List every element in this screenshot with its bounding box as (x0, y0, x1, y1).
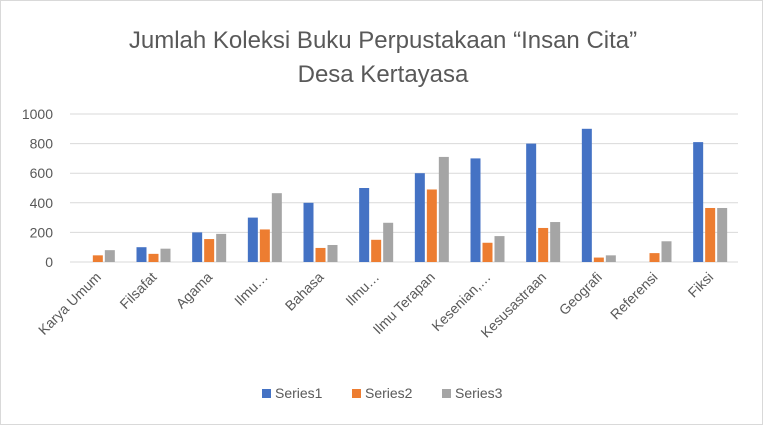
bar-series3-0 (104, 250, 115, 262)
chart-title-line1: Jumlah Koleksi Buku Perpustakaan “Insan … (129, 27, 637, 54)
chart-title-line2: Desa Kertayasa (298, 61, 469, 88)
legend-label-series2: Series2 (365, 385, 413, 401)
y-tick-label: 400 (30, 195, 54, 211)
bar-series3-9 (605, 255, 616, 262)
y-tick-label: 1000 (22, 106, 53, 122)
y-tick-label: 800 (30, 136, 54, 152)
bar-series3-6 (438, 156, 449, 262)
y-tick-label: 600 (30, 165, 54, 181)
bar-series1-8 (526, 143, 537, 262)
bar-series3-1 (160, 248, 171, 262)
y-tick-label: 200 (30, 224, 54, 240)
bar-series2-4 (315, 247, 326, 262)
x-tick-label: Ilmu… (342, 269, 382, 309)
legend-swatch-series2 (352, 389, 361, 398)
bar-series1-11 (693, 142, 704, 262)
bar-series2-2 (204, 239, 215, 262)
bar-series3-5 (383, 222, 394, 262)
x-tick-label: Filsafat (116, 269, 159, 312)
bar-series2-8 (538, 227, 549, 262)
gridlines (70, 113, 738, 263)
bar-series1-5 (359, 188, 370, 262)
x-axis: Karya Umum Filsafat Agama Ilmu… Bahasa Ilmu…I… (35, 269, 716, 341)
bar-series3-2 (216, 233, 227, 262)
bar-series2-3 (259, 229, 270, 262)
bars (92, 128, 728, 262)
x-tick-label: Fiksi (685, 269, 717, 301)
y-axis: 0 200 400 600 800 1000 (22, 106, 53, 270)
bar-series1-4 (303, 202, 314, 262)
bar-series3-11 (717, 207, 728, 262)
bar-series1-2 (192, 232, 203, 262)
legend-label-series3: Series3 (455, 385, 503, 401)
x-tick-label: Referensi (607, 269, 661, 323)
x-tick-label: Karya Umum (35, 269, 104, 338)
bar-series2-1 (148, 253, 159, 262)
legend: Series1 Series2 Series3 (262, 385, 503, 401)
y-tick-label: 0 (45, 254, 53, 270)
legend-swatch-series1 (262, 389, 271, 398)
bar-series2-10 (649, 253, 660, 262)
bar-series2-6 (426, 189, 437, 262)
bar-series2-7 (482, 242, 493, 262)
bar-series3-8 (550, 222, 561, 262)
bar-series3-4 (327, 244, 338, 262)
legend-swatch-series3 (442, 389, 451, 398)
bar-series2-11 (705, 207, 716, 262)
x-tick-label: Ilmu… (231, 269, 271, 309)
bar-series1-6 (414, 173, 425, 262)
x-tick-label: Bahasa (282, 269, 327, 314)
bar-series1-7 (470, 158, 481, 262)
bar-series1-1 (136, 247, 147, 262)
bar-series2-9 (593, 257, 604, 262)
bar-series3-3 (271, 193, 282, 262)
bar-series1-3 (247, 217, 258, 262)
x-tick-label: Agama (173, 269, 216, 312)
legend-label-series1: Series1 (275, 385, 323, 401)
bar-series3-10 (661, 241, 672, 262)
bar-series1-9 (581, 128, 592, 262)
bar-series2-5 (371, 239, 382, 262)
bar-series3-7 (494, 236, 505, 262)
bar-series2-0 (92, 255, 103, 262)
x-tick-label: Geografi (556, 269, 605, 318)
